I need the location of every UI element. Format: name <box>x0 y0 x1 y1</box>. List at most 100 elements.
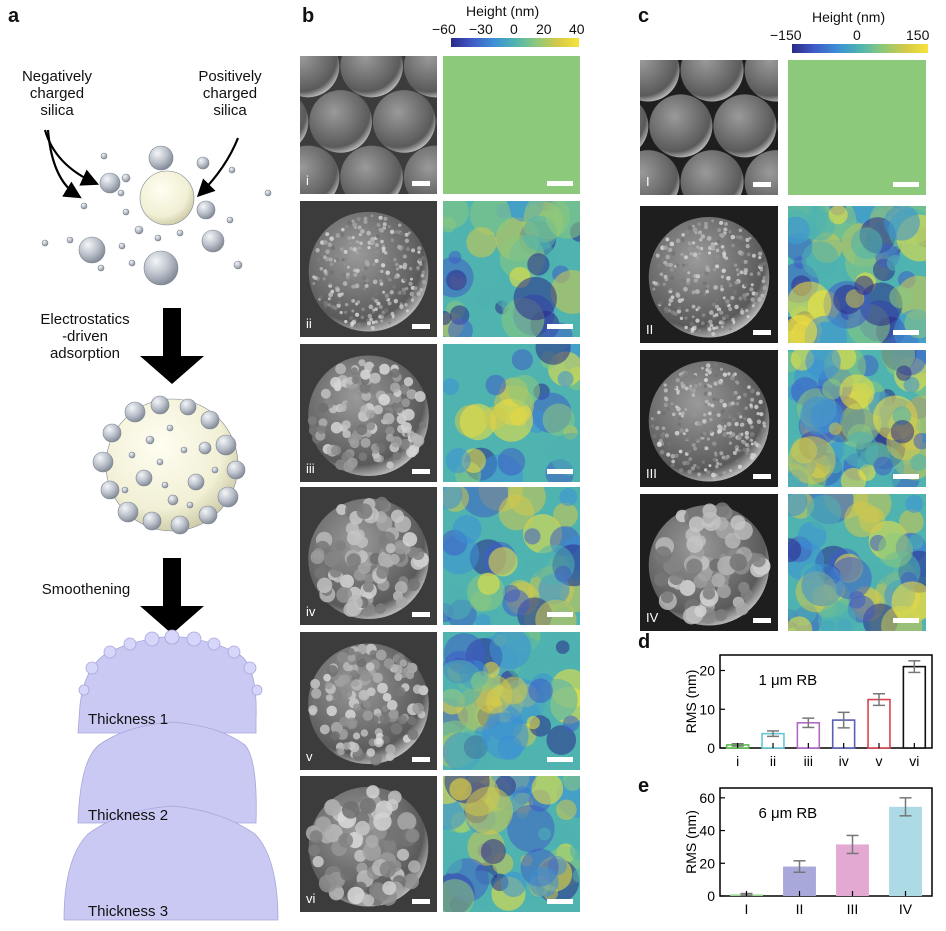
scale-bar <box>412 181 430 186</box>
colorbar-b-title: Height (nm) <box>466 3 540 19</box>
thickness-2-label: Thickness 2 <box>88 807 169 824</box>
silica-dispersion <box>41 145 272 286</box>
afm-height-map <box>443 632 580 770</box>
sem-image: iii <box>300 344 437 482</box>
colorbar-c <box>792 44 928 53</box>
row-label: iv <box>306 604 316 619</box>
x-tick-label: IV <box>899 901 913 917</box>
scale-bar <box>753 618 771 623</box>
y-tick-label: 60 <box>699 790 715 806</box>
row-label: v <box>306 749 313 764</box>
plot-frame <box>719 654 933 749</box>
panel-d-letter: d <box>638 631 651 653</box>
sem-image: i <box>300 56 437 194</box>
electrostatics-label: Electrostatics -driven adsorption <box>40 311 130 362</box>
scale-bar <box>893 330 919 335</box>
x-tick-label: v <box>876 753 883 769</box>
x-tick-label: III <box>847 901 859 917</box>
thickness-3-label: Thickness 3 <box>88 903 169 920</box>
colorbar-b-tick: −60 <box>432 21 456 37</box>
afm-height-map <box>788 494 926 631</box>
y-axis-label: RMS (nm) <box>683 810 699 874</box>
afm-height-map <box>443 56 580 194</box>
chart-annotation: 1 μm RB <box>759 672 818 689</box>
y-tick-label: 20 <box>699 855 715 871</box>
row-label: IV <box>646 610 659 625</box>
sem-image: II <box>640 206 778 343</box>
colorbar-c-title: Height (nm) <box>812 9 886 25</box>
scale-bar <box>412 899 430 904</box>
positively-charged-label: Positively charged silica <box>198 68 262 119</box>
x-tick-label: II <box>796 901 804 917</box>
scale-bar <box>547 469 573 474</box>
colorbar-c-tick: −150 <box>770 27 802 43</box>
bar <box>889 806 922 896</box>
row-label: II <box>646 322 654 337</box>
row-label: i <box>306 173 309 188</box>
y-axis-label: RMS (nm) <box>683 670 699 734</box>
scale-bar <box>412 469 430 474</box>
label-arrows <box>43 129 240 199</box>
afm-height-map <box>788 350 926 487</box>
negatively-charged-label: Negatively charged silica <box>21 68 93 119</box>
scale-bar <box>547 612 573 617</box>
scale-bar <box>547 899 573 904</box>
smoothening-label: Smoothening <box>41 581 131 598</box>
decorated-particle <box>92 395 246 535</box>
scale-bar <box>547 181 573 186</box>
afm-height-map <box>788 206 926 343</box>
afm-height-map <box>443 201 580 337</box>
y-tick-label: 20 <box>699 663 715 679</box>
panel-b-letter: b <box>302 5 315 27</box>
colorbar-b-tick: 40 <box>569 21 585 37</box>
sem-image: v <box>300 632 437 770</box>
x-tick-label: ii <box>770 753 776 769</box>
scale-bar <box>753 474 771 479</box>
row-label: III <box>646 466 657 481</box>
sem-image: IV <box>640 494 778 631</box>
y-tick-label: 0 <box>707 740 715 756</box>
scale-bar <box>753 182 771 187</box>
x-tick-label: iv <box>839 753 849 769</box>
scale-bar <box>412 324 430 329</box>
process-arrow-1 <box>140 308 204 384</box>
y-tick-label: 10 <box>699 701 715 717</box>
x-tick-label: vi <box>909 753 919 769</box>
scale-bar <box>753 330 771 335</box>
row-label: ii <box>306 316 312 331</box>
scale-bar <box>893 474 919 479</box>
plot-frame <box>719 787 933 897</box>
thickness-1-label: Thickness 1 <box>88 711 169 728</box>
sem-image: iv <box>300 487 437 625</box>
y-tick-label: 0 <box>707 888 715 904</box>
colorbar-b-tick: 0 <box>510 21 518 37</box>
x-tick-label: I <box>745 901 749 917</box>
colorbar-b-tick: −30 <box>469 21 493 37</box>
scale-bar <box>893 182 919 187</box>
afm-height-map <box>788 60 926 195</box>
colorbar-b-tick: 20 <box>536 21 552 37</box>
panel-a-letter: a <box>8 5 20 27</box>
scale-bar <box>893 618 919 623</box>
row-label: I <box>646 174 650 189</box>
bar <box>867 698 891 749</box>
afm-height-map <box>443 776 580 912</box>
chart-annotation: 6 μm RB <box>759 805 818 822</box>
colorbar-c-tick: 0 <box>853 27 861 43</box>
afm-height-map <box>443 344 580 482</box>
y-tick-label: 40 <box>699 823 715 839</box>
panel-a-schematic <box>41 129 279 921</box>
panel-c-letter: c <box>638 5 650 27</box>
x-tick-label: iii <box>804 753 813 769</box>
sem-image: III <box>640 350 778 487</box>
scale-bar <box>547 324 573 329</box>
scale-bar <box>412 612 430 617</box>
sem-image: I <box>640 60 778 195</box>
sem-image: vi <box>300 776 437 912</box>
process-arrow-2 <box>140 558 204 634</box>
colorbar-b <box>451 38 579 47</box>
x-tick-label: i <box>736 753 739 769</box>
row-label: vi <box>306 891 316 906</box>
